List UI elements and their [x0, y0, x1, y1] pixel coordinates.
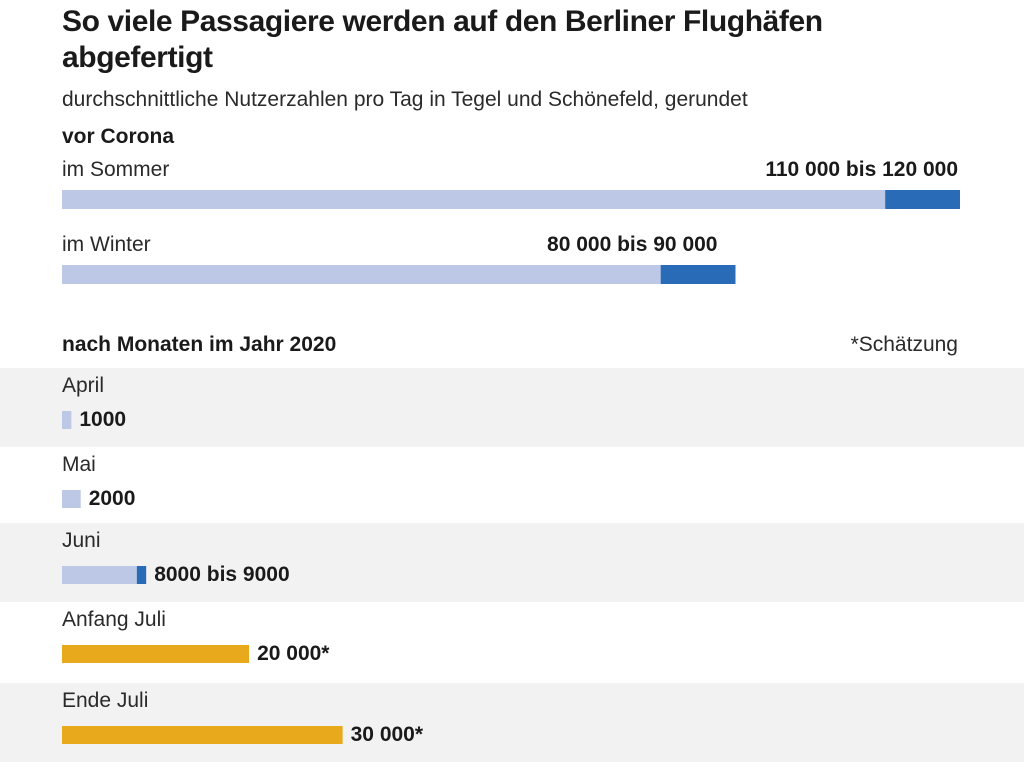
chart-subtitle: durchschnittliche Nutzerzahlen pro Tag i… [62, 88, 748, 111]
estimate-note: *Schätzung [850, 333, 958, 356]
bar-high-0 [885, 190, 960, 209]
section-heading-2020: nach Monaten im Jahr 2020 [62, 333, 337, 356]
month-label: April [62, 374, 105, 397]
bar-high-month-2 [136, 566, 147, 584]
row-band [0, 523, 1024, 602]
chart-title: So viele Passagiere werden auf den Berli… [62, 5, 823, 74]
month-value-label: 2000 [88, 487, 136, 510]
row-band [0, 368, 1024, 447]
month-label: Mai [62, 453, 96, 476]
bar-estimate-3 [62, 645, 250, 663]
bar-low-month-2 [62, 566, 137, 584]
month-label: Juni [62, 529, 101, 552]
section-heading-pre-corona: vor Corona [62, 125, 175, 148]
bar-high-1 [660, 265, 736, 284]
value-label-summer: 110 000 bis 120 000 [765, 158, 958, 181]
row-band [0, 683, 1024, 762]
bar-low-1 [62, 265, 661, 284]
month-value-label: 1000 [79, 408, 127, 431]
category-label-winter: im Winter [62, 233, 151, 256]
bar-month-1 [62, 490, 81, 508]
month-value-label: 8000 bis 9000 [154, 563, 290, 586]
bar-month-0 [62, 411, 72, 429]
month-value-label: 20 000* [257, 642, 330, 665]
category-label-summer: im Sommer [62, 158, 170, 181]
value-label-winter: 80 000 bis 90 000 [547, 233, 718, 256]
month-value-label: 30 000* [350, 723, 424, 746]
month-label: Ende Juli [62, 689, 149, 712]
bar-low-0 [62, 190, 886, 209]
month-label: Anfang Juli [62, 608, 166, 631]
bar-estimate-4 [62, 726, 343, 744]
